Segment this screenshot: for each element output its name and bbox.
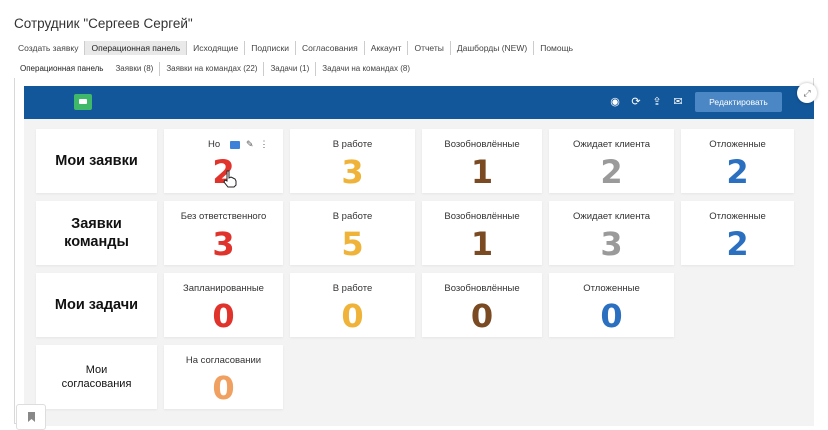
stat-value: 0: [212, 297, 235, 335]
row-title-my-requests: Мои заявки: [36, 129, 157, 193]
stat-card-team-reopened[interactable]: Возобновлённые 1: [422, 201, 542, 265]
subtab-team-tasks[interactable]: Задачи на командах (8): [322, 64, 410, 73]
refresh-icon[interactable]: ⟳: [631, 96, 641, 108]
expand-icon[interactable]: ⤢: [797, 83, 817, 103]
stat-value: 0: [341, 297, 364, 335]
stat-label: Возобновлённые: [444, 283, 520, 294]
stat-card-team-awaiting-client[interactable]: Ожидает клиента 3: [549, 201, 674, 265]
stat-card-in-progress[interactable]: В работе 3: [290, 129, 415, 193]
stat-label: Отложенные: [709, 211, 766, 222]
dashboard: ◉ ⟳ ⇪ ✉ Редактировать ⤢ Мои заявки Но ✎ …: [24, 83, 817, 426]
tab-operational-panel[interactable]: Операционная панель: [85, 41, 188, 55]
stat-card-tasks-in-progress[interactable]: В работе 0: [290, 273, 415, 337]
tab-account[interactable]: Аккаунт: [365, 41, 409, 55]
subtab-requests[interactable]: Заявки (8): [109, 62, 161, 76]
stat-card-tasks-postponed[interactable]: Отложенные 0: [549, 273, 674, 337]
chat-icon[interactable]: [74, 94, 92, 110]
subtab-team-requests[interactable]: Заявки на командах (22): [160, 62, 265, 76]
stat-value: 1: [470, 225, 494, 263]
stat-value: 2: [726, 225, 749, 263]
comment-icon[interactable]: [230, 140, 240, 149]
filter-icon[interactable]: ◉: [610, 96, 620, 108]
hand-cursor-icon: [223, 170, 237, 188]
stat-card-pending-approval[interactable]: На согласовании 0: [164, 345, 283, 409]
upload-icon[interactable]: ⇪: [652, 96, 662, 108]
tab-dashboards-new[interactable]: Дашборды (NEW): [451, 41, 535, 55]
stat-card-postponed[interactable]: Отложенные 2: [681, 129, 794, 193]
stat-card-planned[interactable]: Запланированные 0: [164, 273, 283, 337]
row-title-team-requests: Заявки команды: [36, 201, 157, 265]
stat-card-tasks-reopened[interactable]: Возобновлённые 0: [422, 273, 542, 337]
stat-value: 0: [470, 297, 494, 335]
stat-card-awaiting-client[interactable]: Ожидает клиента 2: [549, 129, 674, 193]
stat-card-team-postponed[interactable]: Отложенные 2: [681, 201, 794, 265]
stat-label: В работе: [332, 211, 373, 222]
stat-value: 0: [600, 297, 623, 335]
edit-button[interactable]: Редактировать: [695, 92, 782, 112]
tab-reports[interactable]: Отчеты: [408, 41, 451, 55]
stat-label: Возобновлённые: [444, 139, 520, 150]
stat-card-reopened[interactable]: Возобновлённые 1: [422, 129, 542, 193]
subtab-tasks[interactable]: Задачи (1): [264, 62, 317, 76]
stat-value: 0: [212, 369, 235, 407]
stat-label: В работе: [332, 139, 373, 150]
stat-label: Ожидает клиента: [572, 211, 650, 222]
stat-value: 3: [600, 225, 623, 263]
subtab-operational-panel[interactable]: Операционная панель: [14, 62, 109, 80]
sub-nav: Операционная панель Заявки (8) Заявки на…: [14, 62, 416, 80]
row-title-my-tasks: Мои задачи: [36, 273, 157, 337]
stat-label: Отложенные: [583, 283, 640, 294]
stat-card-team-in-progress[interactable]: В работе 5: [290, 201, 415, 265]
dashboard-toolbar: ◉ ⟳ ⇪ ✉ Редактировать ⤢: [24, 83, 817, 119]
tab-create-request[interactable]: Создать заявку: [14, 41, 86, 55]
stat-value: 3: [341, 153, 364, 191]
stat-label: Ожидает клиента: [572, 139, 650, 150]
tab-outgoing[interactable]: Исходящие: [187, 41, 246, 55]
more-icon[interactable]: ⋮: [259, 139, 269, 149]
stat-label: В работе: [332, 283, 373, 294]
page-title: Сотрудник "Сергеев Сергей": [14, 16, 193, 31]
stat-card-unassigned[interactable]: Без ответственного 3: [164, 201, 283, 265]
mail-icon[interactable]: ✉: [673, 96, 683, 108]
pencil-icon[interactable]: ✎: [246, 139, 254, 149]
bookmark-icon[interactable]: [16, 404, 46, 430]
stat-value: 5: [341, 225, 364, 263]
card-tools: ✎ ⋮: [230, 139, 269, 150]
stat-value: 2: [726, 153, 749, 191]
stat-label: Без ответственного: [180, 211, 267, 222]
stat-label: Отложенные: [709, 139, 766, 150]
tab-approvals[interactable]: Согласования: [296, 41, 365, 55]
stat-value: 3: [212, 225, 235, 263]
stat-label: Но: [208, 139, 221, 150]
stat-label: Возобновлённые: [444, 211, 520, 222]
main-nav: Создать заявку Операционная панель Исход…: [14, 41, 579, 55]
stat-label: Запланированные: [183, 283, 264, 294]
row-title-my-approvals: Мои согласования: [36, 345, 157, 409]
stat-value: 2: [600, 153, 623, 191]
stat-label: На согласовании: [185, 355, 262, 366]
stat-value: 1: [470, 153, 494, 191]
tab-help[interactable]: Помощь: [540, 43, 574, 53]
tab-subscriptions[interactable]: Подписки: [245, 41, 296, 55]
